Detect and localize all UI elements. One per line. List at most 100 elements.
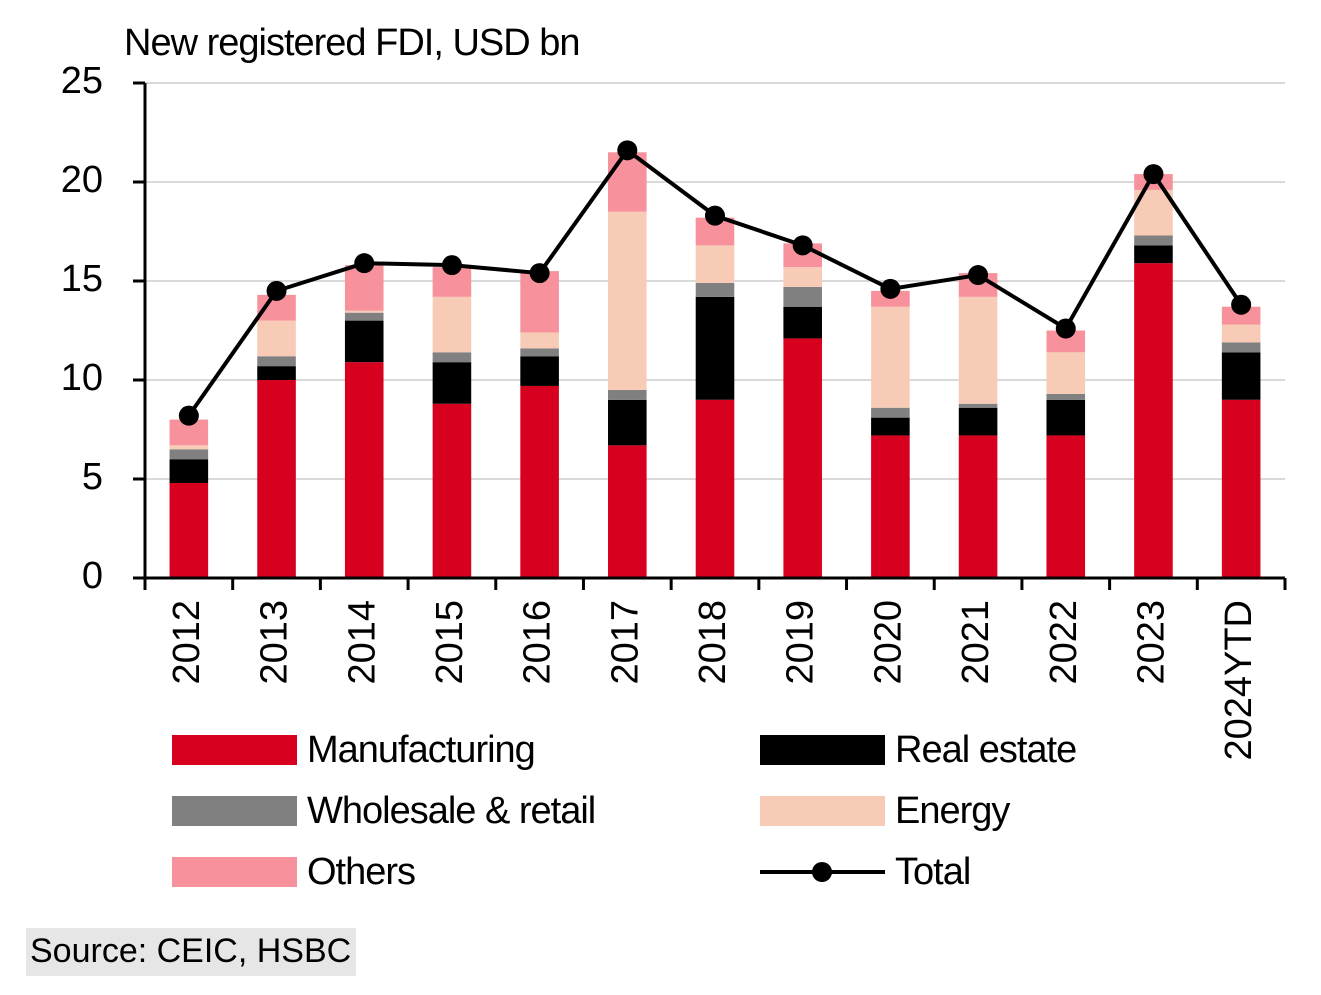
legend-swatch xyxy=(172,735,297,765)
bar-segment xyxy=(1046,352,1086,394)
total-point xyxy=(1231,294,1252,315)
bar-segment xyxy=(958,407,998,436)
total-point xyxy=(617,140,638,161)
y-tick-label: 15 xyxy=(61,258,103,300)
x-tick-label: 2020 xyxy=(867,600,909,685)
bar-segment xyxy=(1221,306,1261,325)
legend-label: Total xyxy=(895,851,970,893)
bar-segment xyxy=(608,445,647,578)
bar-segment xyxy=(169,445,209,450)
x-tick-label: 2023 xyxy=(1130,600,1172,685)
x-tick-label: 2018 xyxy=(692,600,734,685)
total-point xyxy=(1143,164,1164,185)
legend-label: Real estate xyxy=(895,729,1076,771)
legend-label: Energy xyxy=(895,790,1010,832)
bar-segment xyxy=(257,320,296,357)
bar-segment xyxy=(783,267,822,287)
bar-segment xyxy=(1046,435,1086,578)
bar-segment xyxy=(695,399,735,578)
legend-swatch xyxy=(760,796,885,826)
x-tick-label: 2024YTD xyxy=(1218,600,1260,761)
bar-segment xyxy=(1046,399,1086,436)
bar-segment xyxy=(783,306,822,339)
bar-segment xyxy=(520,348,559,357)
bar-segment xyxy=(695,245,735,283)
bar-segment xyxy=(169,449,209,460)
legend-swatch xyxy=(172,857,297,887)
bar-segment xyxy=(695,296,735,400)
bar-segment xyxy=(169,459,209,483)
total-point xyxy=(792,235,813,256)
total-point xyxy=(1055,318,1076,339)
x-tick-label: 2013 xyxy=(254,600,296,685)
total-point xyxy=(880,278,901,299)
legend-label: Wholesale & retail xyxy=(307,790,595,832)
source: Source: CEIC, HSBC xyxy=(30,932,351,970)
bar-segment xyxy=(520,385,559,578)
y-tick-label: 5 xyxy=(82,456,103,498)
total-point xyxy=(705,205,725,226)
x-tick-label: 2015 xyxy=(429,600,471,685)
x-tick-label: 2021 xyxy=(955,600,997,685)
legend-marker xyxy=(812,862,832,882)
bar-segment xyxy=(1134,235,1173,246)
bar-segment xyxy=(344,310,384,313)
total-point xyxy=(441,255,462,276)
total-point xyxy=(266,280,287,301)
y-tick-label: 25 xyxy=(61,60,103,102)
y-tick-label: 0 xyxy=(82,555,103,597)
legend-label: Others xyxy=(307,851,415,893)
bar-segment xyxy=(958,403,998,408)
bar-segment xyxy=(257,356,296,367)
legend-swatch xyxy=(760,735,885,765)
y-tick-label: 10 xyxy=(61,357,103,399)
bar-segment xyxy=(783,286,822,307)
bar-segment xyxy=(608,211,647,390)
bar-segment xyxy=(520,332,559,349)
bar-segment xyxy=(257,380,296,578)
bar-segment xyxy=(958,296,998,404)
bar-segment xyxy=(783,338,822,578)
bar-segment xyxy=(1046,330,1086,353)
chart-title: New registered FDI, USD bn xyxy=(124,22,580,64)
bar-segment xyxy=(871,435,910,578)
total-point xyxy=(968,265,989,286)
bar-segment xyxy=(432,352,472,363)
bar-segment xyxy=(344,362,384,578)
bar-segment xyxy=(432,296,472,353)
bar-segment xyxy=(1134,263,1173,578)
bar-segment xyxy=(432,403,472,578)
bar-segment xyxy=(871,407,910,418)
x-tick-label: 2019 xyxy=(780,600,822,685)
x-tick-label: 2017 xyxy=(604,600,646,685)
bar-segment xyxy=(871,306,910,408)
bar-segment xyxy=(608,399,647,446)
total-point xyxy=(529,263,550,284)
bar-segment xyxy=(1221,324,1261,343)
bar-segment xyxy=(344,312,384,321)
x-tick-label: 2016 xyxy=(517,600,559,685)
x-tick-label: 2022 xyxy=(1043,600,1085,685)
x-tick-label: 2012 xyxy=(166,600,208,685)
bar-segment xyxy=(257,366,296,380)
bar-segment xyxy=(871,417,910,436)
bar-segment xyxy=(1221,342,1261,353)
x-tick-label: 2014 xyxy=(341,600,383,685)
bar-segment xyxy=(958,435,998,578)
y-tick-label: 20 xyxy=(61,159,103,201)
total-point xyxy=(178,405,199,426)
legend-label: Manufacturing xyxy=(307,729,535,771)
total-point xyxy=(354,253,375,274)
legend-swatch xyxy=(172,796,297,826)
bar-segment xyxy=(695,282,735,297)
bar-segment xyxy=(432,362,472,404)
bar-segment xyxy=(520,356,559,386)
bar-segment xyxy=(169,482,209,578)
bar-segment xyxy=(1134,245,1173,264)
bar-segment xyxy=(1221,352,1261,400)
bar-segment xyxy=(1221,399,1261,578)
bar-segment xyxy=(1046,393,1086,400)
bar-segment xyxy=(608,389,647,400)
source-box xyxy=(26,928,356,976)
